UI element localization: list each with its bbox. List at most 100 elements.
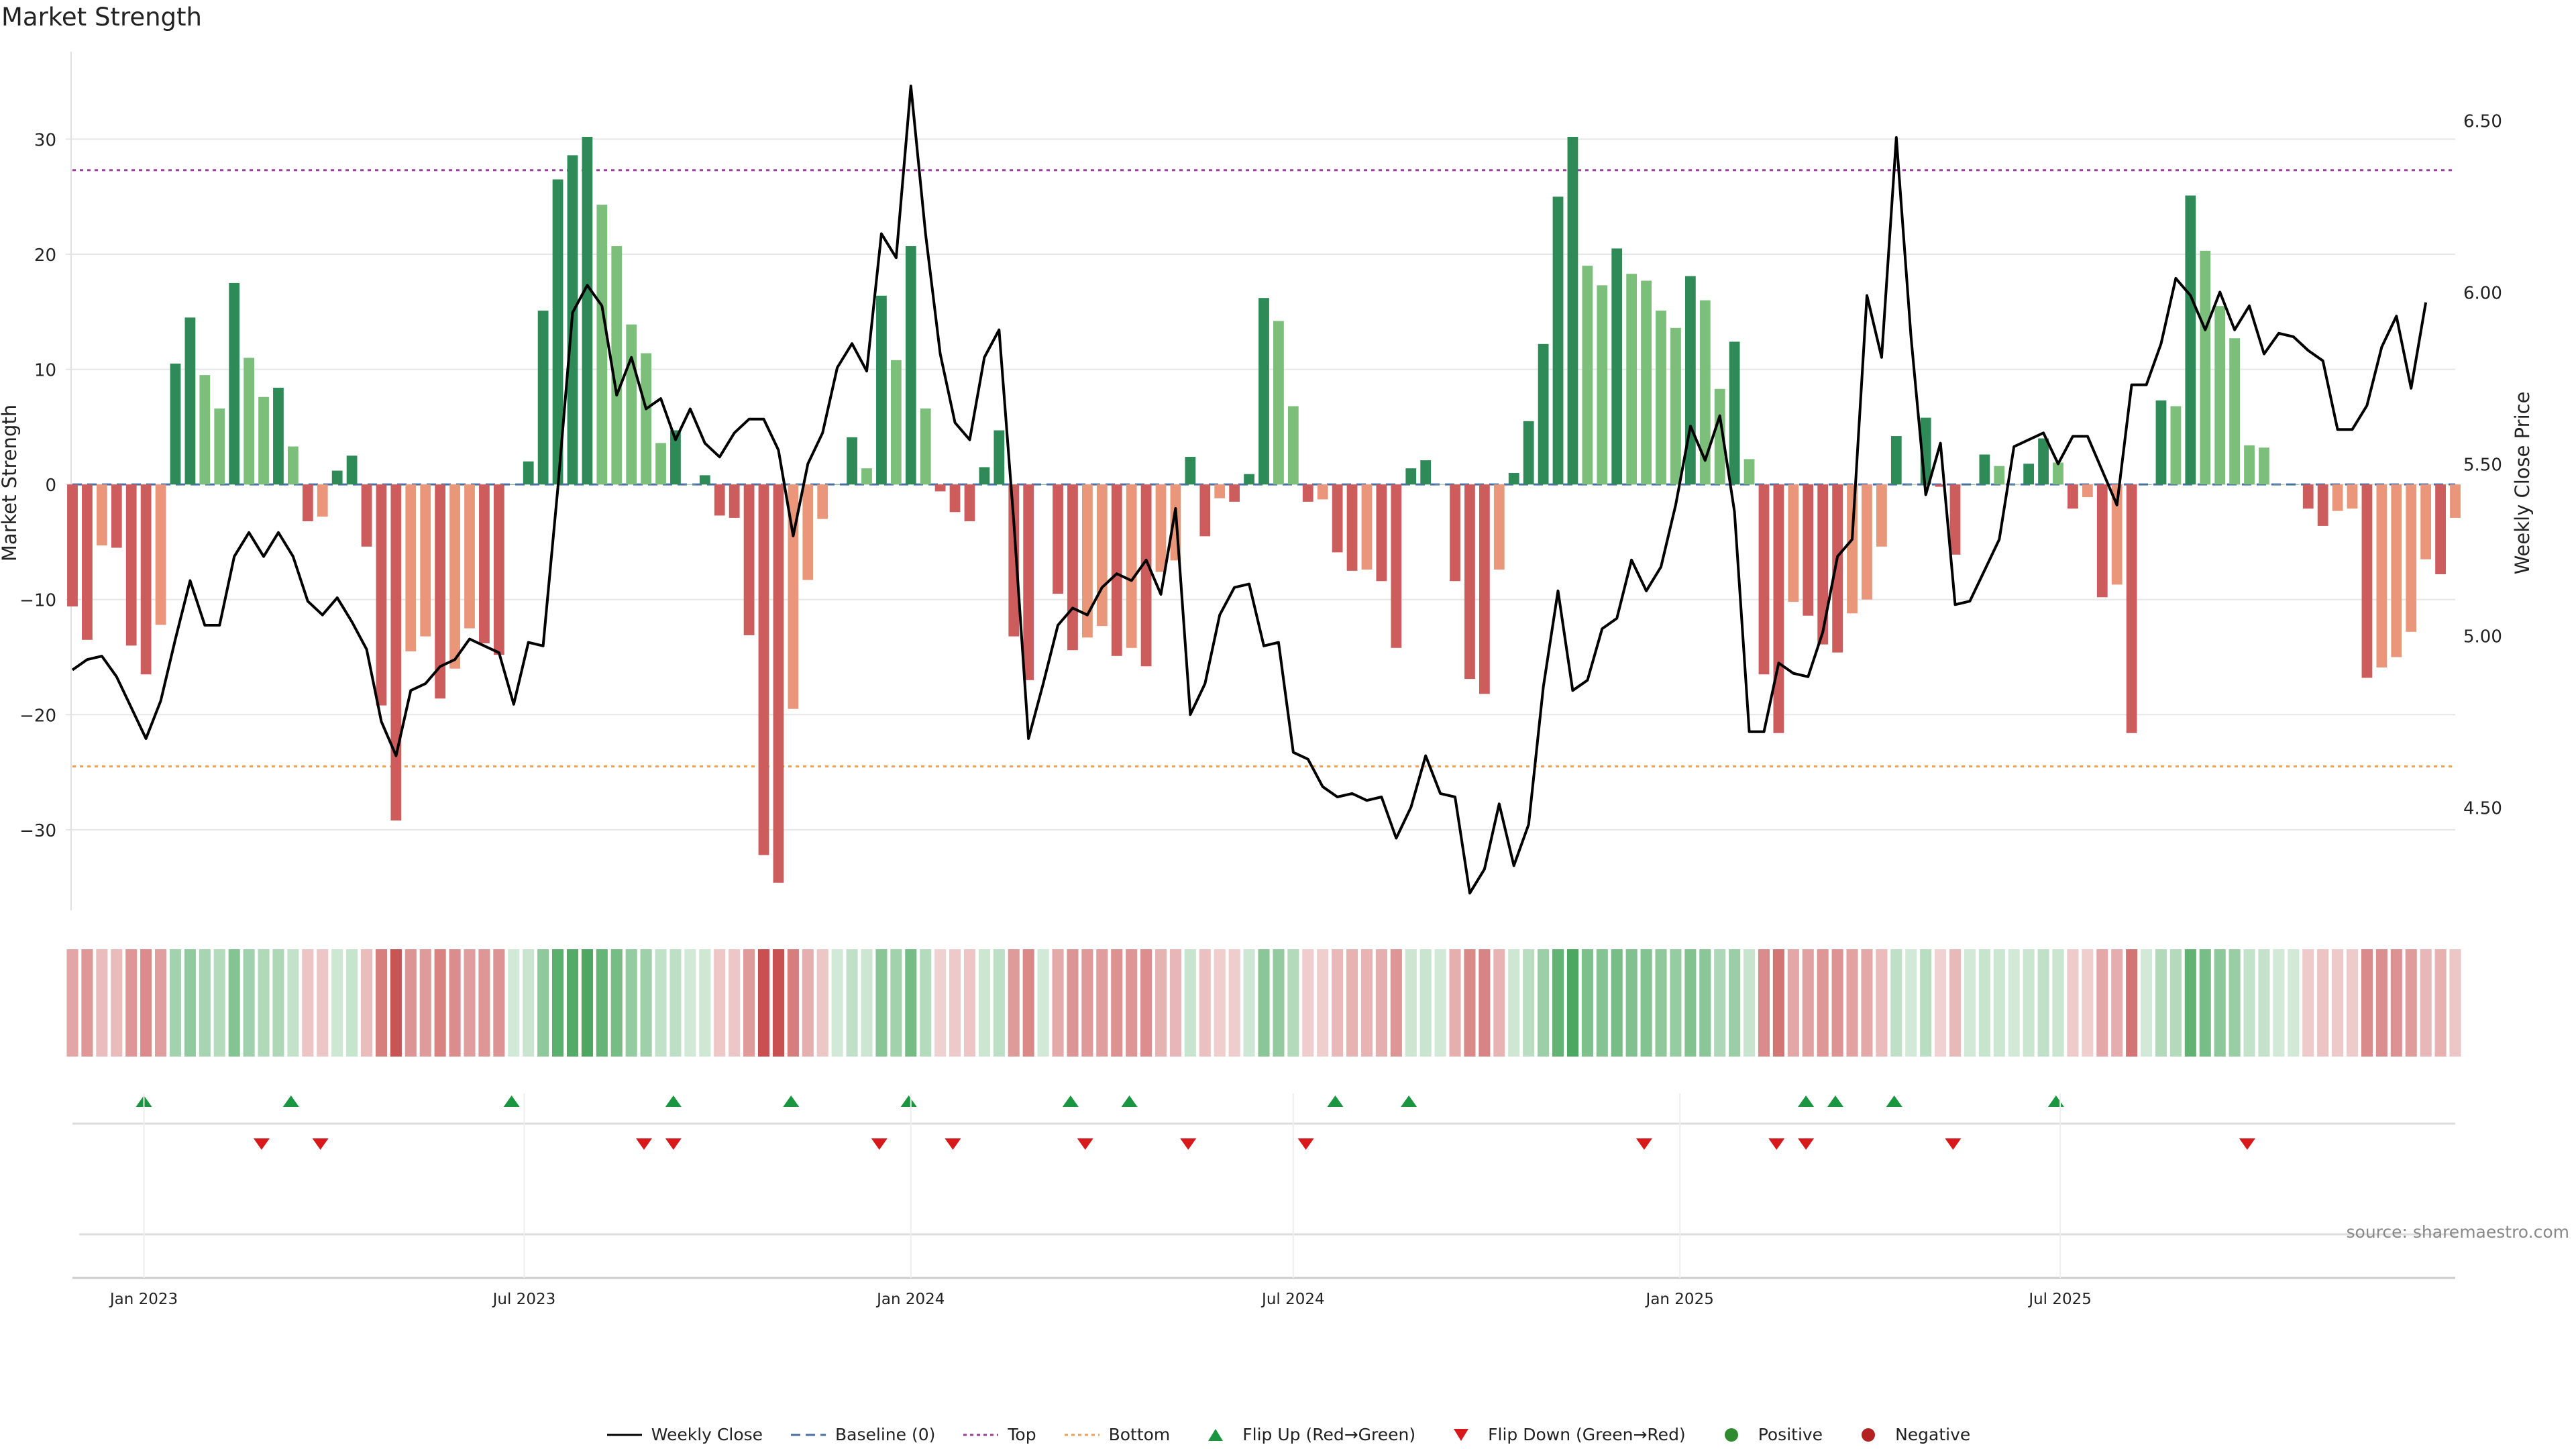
heat-cell [1155,949,1167,1057]
strength-bar [170,363,181,485]
strength-bar [1964,484,1976,485]
strength-bar [1023,484,1034,680]
x-tick-label: Jul 2025 [2027,1291,2092,1308]
strength-bar [2244,445,2255,485]
strength-bar [155,484,166,625]
strength-bar [1817,484,1829,645]
strength-bar [2391,484,2402,657]
strength-bar [1361,484,1373,570]
y-tick-label: 0 [45,476,56,496]
heat-cell [1419,949,1432,1057]
strength-bar [1862,484,1872,600]
strength-bar [1493,484,1505,570]
heat-cell [1729,949,1741,1057]
y-axis-label: Market Strength [0,405,21,561]
heat-cell [2052,949,2064,1057]
strength-bar [1567,136,1578,485]
heat-cell [963,949,976,1057]
heat-cell [2361,949,2373,1057]
heat-cell [1714,949,1726,1057]
heat-cell [2258,949,2270,1057]
heat-cell [1434,949,1446,1057]
heat-cell [596,949,608,1057]
heat-cell [258,949,270,1057]
heat-cell [1405,949,1417,1057]
x-tick-label: Jul 2024 [1260,1291,1325,1308]
heat-cell [1464,949,1476,1057]
strength-bar [2185,195,2196,485]
strength-bar [641,353,652,485]
strength-bar [1405,468,1417,485]
heat-cell [2199,949,2211,1057]
heat-cell [1479,949,1491,1057]
strength-bar [2259,447,2269,485]
strength-bar [449,484,460,669]
heat-cell [66,949,78,1057]
flip-up-marker [1798,1095,1815,1107]
strength-bar [464,484,475,629]
heat-cell [816,949,828,1057]
heat-cell [375,949,387,1057]
strength-bar [1743,459,1755,485]
heat-cell [1538,949,1550,1057]
legend-item: Flip Down (Green→Red) [1442,1425,1686,1444]
heat-cell [2434,949,2447,1057]
flip-up-marker [783,1095,800,1107]
strength-bar [273,388,284,485]
heat-cell [2169,949,2182,1057]
flip-up-marker [503,1095,520,1107]
triangle-down-icon [1454,1428,1469,1441]
heat-cell [1684,949,1697,1057]
heat-cell [1493,949,1505,1057]
flip-down-marker [2239,1138,2255,1150]
circle-icon [1724,1428,1738,1442]
legend-item: Positive [1713,1425,1823,1444]
strength-bar [1376,484,1387,582]
y-axis-left: −30 −20 −10 0 10 20 30 [19,130,56,841]
strength-bar [1847,484,1858,614]
flip-up-marker [1401,1095,1417,1107]
flip-down-marker [253,1138,270,1150]
heat-cell [1140,949,1152,1057]
strength-bar [1832,484,1843,653]
strength-bar [802,484,814,580]
strength-bar [1464,484,1475,680]
heat-cell [772,949,784,1057]
heat-cell [360,949,373,1057]
strength-bar [479,484,490,643]
heat-cell [184,949,196,1057]
strength-bar [1287,406,1299,485]
heat-cell [581,949,593,1057]
heat-cell [169,949,182,1057]
heat-cell [1861,949,1873,1057]
x-tick-label: Jan 2023 [109,1291,178,1308]
strength-bar [2038,438,2049,485]
heat-cell [1920,949,1932,1057]
heat-cell [2082,949,2094,1057]
heat-cell [1978,949,1990,1057]
heat-cell [1008,949,1020,1057]
strength-bar [1185,456,1196,485]
heat-cell [993,949,1005,1057]
source-note: source: sharemaestro.com [2346,1222,2570,1242]
flip-down-marker [665,1138,682,1150]
heat-cell [1258,949,1270,1057]
heat-cell [1243,949,1255,1057]
strength-bars [67,136,2461,883]
strength-bar [1905,484,1917,485]
heat-cell [2008,949,2020,1057]
strength-bar [1273,321,1284,485]
flip-up-marker [1886,1095,1902,1107]
heat-cell [478,949,490,1057]
strength-bar [229,282,240,485]
strength-bar [1935,484,1946,487]
y-axis-right: 4.50 5.00 5.50 6.00 6.50 [2463,111,2502,818]
strength-bar [1773,484,1784,733]
strength-bar [184,317,196,485]
heat-cell [1449,949,1461,1057]
x-axis: Jan 2023 Jul 2023 Jan 2024 Jul 2024 Jan 2025… [72,1093,2455,1308]
strength-bar [1199,484,1211,537]
heat-cell [1640,949,1652,1057]
heat-cell [1699,949,1711,1057]
heat-cell [2184,949,2196,1057]
